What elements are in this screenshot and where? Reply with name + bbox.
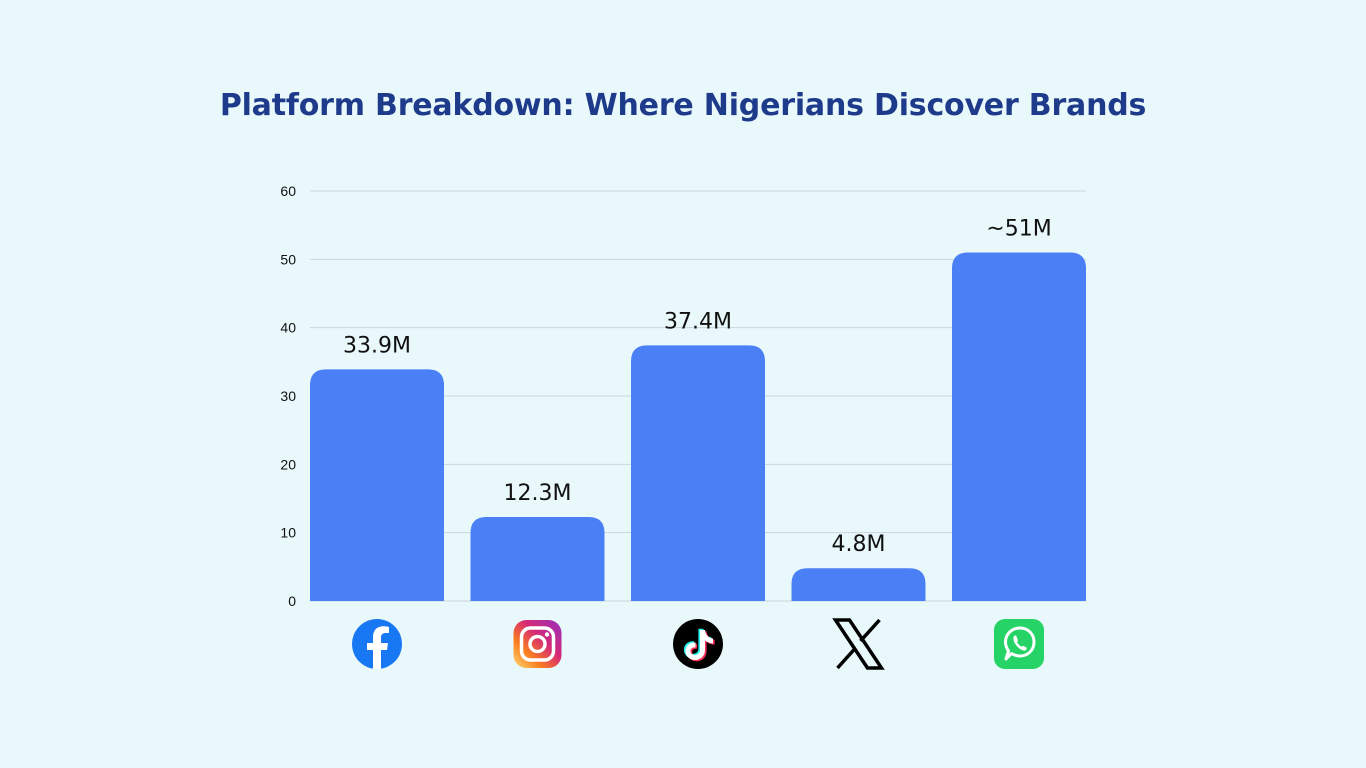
x-icon bbox=[832, 618, 885, 670]
bar-facebook bbox=[310, 369, 444, 601]
data-label-tiktok: 37.4M bbox=[664, 309, 732, 334]
bars bbox=[310, 252, 1086, 601]
data-label-facebook: 33.9M bbox=[343, 333, 411, 358]
data-label-whatsapp: ~51M bbox=[986, 217, 1051, 242]
bar-tiktok bbox=[631, 345, 765, 601]
y-tick-label: 60 bbox=[280, 183, 296, 199]
bar-whatsapp bbox=[952, 252, 1086, 601]
category-icons bbox=[352, 618, 1044, 670]
page-title: Platform Breakdown: Where Nigerians Disc… bbox=[219, 88, 1147, 123]
data-labels: 33.9M 12.3M 37.4M 4.8M ~51M bbox=[343, 217, 1052, 558]
y-tick-label: 50 bbox=[280, 251, 296, 267]
bar-instagram bbox=[470, 516, 605, 601]
y-tick-label: 0 bbox=[288, 593, 296, 609]
whatsapp-icon bbox=[994, 619, 1044, 669]
tiktok-icon bbox=[673, 619, 723, 669]
facebook-icon bbox=[352, 619, 402, 669]
y-tick-label: 30 bbox=[280, 388, 296, 404]
y-tick-label: 10 bbox=[280, 525, 296, 541]
y-tick-label: 20 bbox=[280, 456, 296, 472]
data-label-x: 4.8M bbox=[832, 532, 886, 557]
instagram-icon bbox=[513, 620, 562, 668]
bar-x bbox=[791, 568, 926, 601]
y-tick-label: 40 bbox=[280, 320, 296, 336]
data-label-instagram: 12.3M bbox=[504, 481, 572, 506]
y-axis-ticks: 0 10 20 30 40 50 60 bbox=[280, 183, 296, 609]
